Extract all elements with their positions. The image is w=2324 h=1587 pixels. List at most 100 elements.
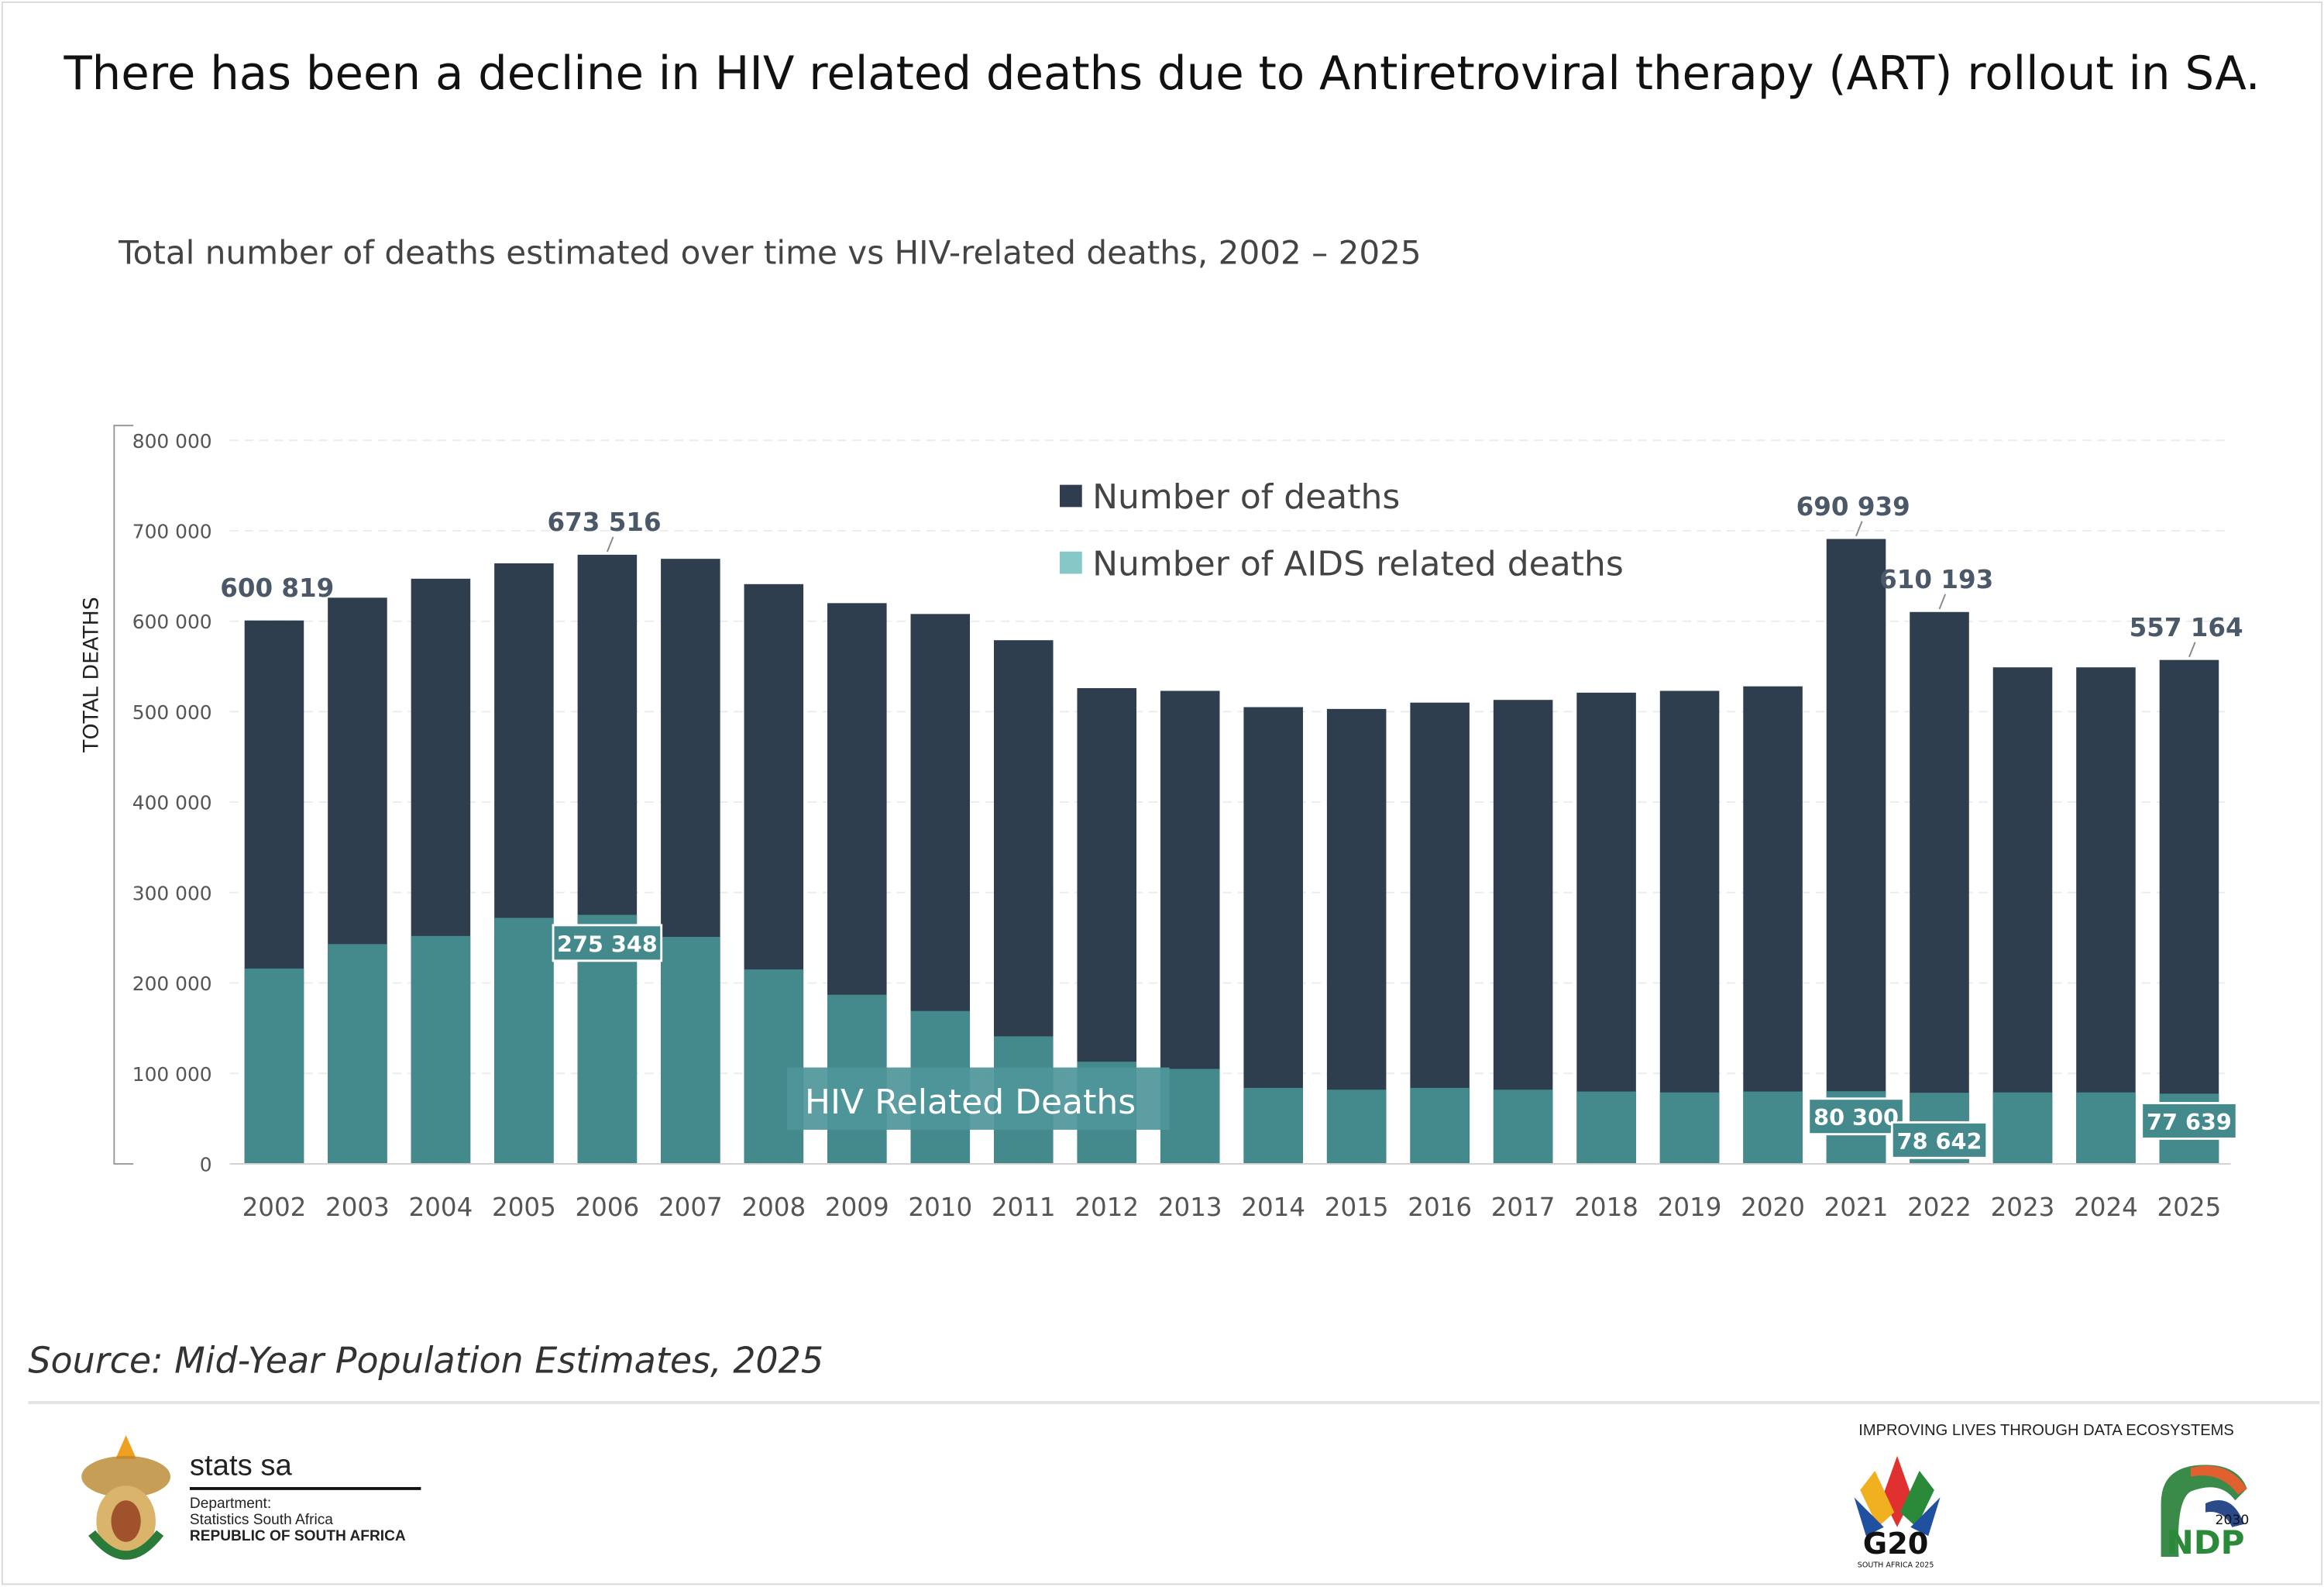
x-tick-label: 2024 — [2074, 1193, 2138, 1222]
x-tick-label: 2019 — [1658, 1193, 1722, 1222]
stats-sa-name: stats sa — [189, 1450, 292, 1483]
bar-aids-deaths-2017 — [1493, 1090, 1553, 1164]
x-tick-label: 2015 — [1325, 1193, 1389, 1222]
x-tick-label: 2010 — [908, 1193, 972, 1222]
bar-aids-deaths-2020 — [1743, 1091, 1803, 1164]
x-tick-label: 2025 — [2157, 1193, 2222, 1222]
gridlines — [229, 439, 2231, 1075]
bar-aids-deaths-2005 — [494, 917, 554, 1164]
bar-total-deaths-2019 — [1659, 690, 1720, 1164]
dept-line-2: Statistics South Africa — [189, 1512, 333, 1529]
y-tick-label: 800 000 — [132, 430, 212, 453]
x-tick-label: 2014 — [1241, 1193, 1305, 1222]
x-tick-label: 2021 — [1824, 1193, 1889, 1222]
ndp-year: 2030 — [2216, 1513, 2250, 1528]
x-tick-label: 2008 — [741, 1193, 806, 1222]
bar-aids-deaths-2023 — [1992, 1092, 2053, 1164]
x-tick-label: 2016 — [1408, 1193, 1472, 1222]
bar-total-deaths-2023 — [1992, 667, 2053, 1164]
aids-data-label: 275 348 — [557, 931, 658, 957]
y-tick-label: 100 000 — [132, 1063, 212, 1086]
x-tick-label: 2006 — [575, 1193, 639, 1222]
legend-label: Number of deaths — [1092, 477, 1400, 517]
y-axis-bracket — [113, 425, 134, 1165]
x-tick-label: 2003 — [325, 1193, 390, 1222]
legend-label: Number of AIDS related deaths — [1092, 544, 1624, 584]
leader-line — [1938, 594, 1947, 610]
x-tick-label: 2005 — [492, 1193, 556, 1222]
x-tick-label: 2018 — [1574, 1193, 1638, 1222]
total-data-label: 610 193 — [1879, 565, 1993, 594]
bar-aids-deaths-2002 — [244, 968, 304, 1164]
y-tick-label: 600 000 — [132, 611, 212, 633]
y-tick-label: 0 — [200, 1154, 212, 1176]
bar-aids-deaths-2024 — [2076, 1092, 2136, 1164]
leader-line — [1855, 521, 1863, 537]
dept-line-3: REPUBLIC OF SOUTH AFRICA — [189, 1528, 406, 1545]
bar-aids-deaths-2013 — [1160, 1069, 1220, 1164]
annotation-box: HIV Related Deaths — [786, 1067, 1170, 1130]
dept-line-1: Department: — [189, 1496, 272, 1513]
x-tick-label: 2022 — [1907, 1193, 1972, 1222]
x-tick-label: 2013 — [1158, 1193, 1222, 1222]
bar-total-deaths-2024 — [2076, 667, 2136, 1164]
footer-divider — [28, 1401, 2320, 1404]
g20-text: G20 — [1863, 1527, 1929, 1561]
chart-subtitle: Total number of deaths estimated over ti… — [119, 236, 1422, 274]
bar-total-deaths-2015 — [1326, 708, 1387, 1164]
g20-subtext: SOUTH AFRICA 2025 — [1858, 1561, 1934, 1569]
bar-aids-deaths-2014 — [1243, 1087, 1303, 1164]
coat-of-arms-logo — [81, 1435, 171, 1560]
y-tick-label: 400 000 — [132, 792, 212, 814]
x-tick-label: 2002 — [242, 1193, 307, 1222]
legend-swatch — [1060, 551, 1082, 574]
bar-aids-deaths-2019 — [1659, 1092, 1720, 1164]
aids-data-label: 77 639 — [2147, 1109, 2232, 1135]
y-tick-label: 200 000 — [132, 973, 212, 995]
aids-label-box — [2140, 1102, 2238, 1140]
x-tick-label: 2012 — [1074, 1193, 1139, 1222]
bar-total-deaths-2017 — [1493, 700, 1553, 1164]
annotation-text: HIV Related Deaths — [805, 1083, 1136, 1122]
aids-data-label: 78 642 — [1897, 1128, 1982, 1155]
x-tick-label: 2009 — [825, 1193, 889, 1222]
source-note: Source: Mid-Year Population Estimates, 2… — [28, 1340, 824, 1382]
bar-total-deaths-2014 — [1243, 707, 1303, 1164]
bar-total-deaths-2025 — [2159, 659, 2219, 1164]
total-data-label: 673 516 — [548, 508, 662, 537]
bar-total-deaths-2018 — [1576, 692, 1636, 1164]
y-tick-label: 300 000 — [132, 882, 212, 904]
ndp-text: NDP — [2166, 1523, 2244, 1561]
bar-aids-deaths-2003 — [328, 944, 387, 1164]
aids-label-box — [1807, 1097, 1905, 1136]
bar-aids-deaths-2007 — [661, 936, 720, 1164]
bar-total-deaths-2020 — [1743, 686, 1803, 1164]
ndp-logo: 2030 NDP — [2161, 1465, 2250, 1561]
stats-sa-rule — [189, 1487, 421, 1490]
x-tick-label: 2004 — [409, 1193, 473, 1222]
aids-label-box — [1890, 1121, 1989, 1159]
y-tick-label: 500 000 — [132, 701, 212, 724]
x-tick-label: 2023 — [1991, 1193, 2055, 1222]
x-tick-label: 2007 — [658, 1193, 723, 1222]
total-data-label: 600 819 — [220, 573, 334, 603]
footer-tagline: IMPROVING LIVES THROUGH DATA ECOSYSTEMS — [1858, 1421, 2234, 1440]
bar-total-deaths-2022 — [1910, 611, 1969, 1164]
bar-chart: TOTAL DEATHS 0 100 000 200 000 300 000 400 0… — [79, 425, 2243, 1222]
leader-line — [2188, 642, 2196, 658]
total-data-label: 690 939 — [1796, 492, 1910, 522]
bar-aids-deaths-2015 — [1326, 1090, 1387, 1164]
bar-aids-deaths-2018 — [1576, 1091, 1636, 1164]
g20-logo: G20 SOUTH AFRICA 2025 — [1854, 1455, 1941, 1569]
bar-aids-deaths-2016 — [1410, 1087, 1470, 1164]
x-tick-label: 2017 — [1491, 1193, 1556, 1222]
bar-aids-deaths-2004 — [411, 935, 471, 1164]
leader-line — [606, 536, 614, 553]
bar-aids-deaths-2008 — [744, 969, 804, 1164]
y-tick-label: 700 000 — [132, 521, 212, 543]
bar-total-deaths-2021 — [1826, 539, 1886, 1164]
stats-sa-wordmark: stats sa Department: Statistics South Af… — [189, 1450, 421, 1545]
aids-data-label: 80 300 — [1813, 1104, 1899, 1131]
